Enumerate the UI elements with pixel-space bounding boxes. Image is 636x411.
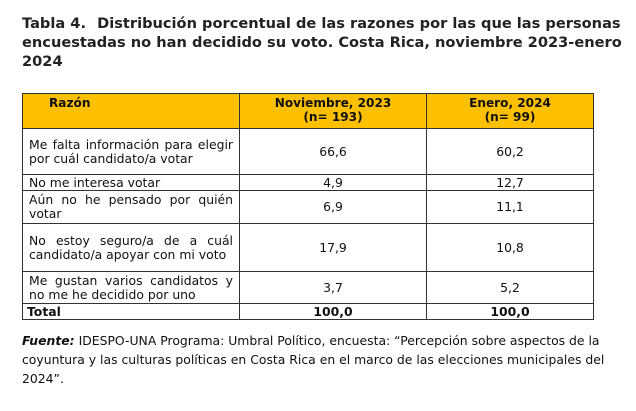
total-label: Total <box>22 303 240 320</box>
total-january-value: 100,0 <box>426 303 594 320</box>
header-january-label: Enero, 2024 <box>469 96 551 110</box>
row-reason: Aún no he pensado por quién votar <box>22 190 240 224</box>
header-reason: Razón <box>22 93 240 129</box>
source-note: Fuente: IDESPO-UNA Programa: Umbral Polí… <box>22 331 612 388</box>
row-reason: Me falta información para elegir por cuá… <box>22 128 240 175</box>
table-title: Tabla 4. Distribución porcentual de las … <box>22 14 622 71</box>
table-row: Me falta información para elegir por cuá… <box>22 128 594 175</box>
table-header-row: Razón Noviembre, 2023 (n= 193) Enero, 20… <box>22 93 594 129</box>
table-number: Tabla 4. <box>22 15 86 32</box>
row-january-value: 60,2 <box>426 128 594 175</box>
table-title-text: Distribución porcentual de las razones p… <box>22 15 622 70</box>
table-row: Aún no he pensado por quién votar 6,9 11… <box>22 190 594 224</box>
header-january-n: (n= 99) <box>484 110 536 124</box>
source-label: Fuente: <box>22 333 75 348</box>
row-january-value: 10,8 <box>426 223 594 272</box>
row-january-value: 12,7 <box>426 174 594 191</box>
total-november-value: 100,0 <box>239 303 427 320</box>
source-text: IDESPO-UNA Programa: Umbral Político, en… <box>22 333 605 386</box>
row-november-value: 6,9 <box>239 190 427 224</box>
row-reason: No me interesa votar <box>22 174 240 191</box>
total-row: Total 100,0 100,0 <box>22 303 594 320</box>
row-reason: Me gustan varios candidatos y no me he d… <box>22 271 240 304</box>
row-november-value: 17,9 <box>239 223 427 272</box>
row-november-value: 3,7 <box>239 271 427 304</box>
header-november-n: (n= 193) <box>303 110 363 124</box>
header-november-label: Noviembre, 2023 <box>274 96 392 110</box>
row-january-value: 5,2 <box>426 271 594 304</box>
header-november: Noviembre, 2023 (n= 193) <box>239 93 427 129</box>
header-january: Enero, 2024 (n= 99) <box>426 93 594 129</box>
row-november-value: 4,9 <box>239 174 427 191</box>
row-january-value: 11,1 <box>426 190 594 224</box>
table-row: Me gustan varios candidatos y no me he d… <box>22 271 594 304</box>
table-row: No estoy seguro/a de a cuál candidato/a … <box>22 223 594 272</box>
row-november-value: 66,6 <box>239 128 427 175</box>
row-reason: No estoy seguro/a de a cuál candidato/a … <box>22 223 240 272</box>
table-row: No me interesa votar 4,9 12,7 <box>22 174 594 191</box>
data-table: Razón Noviembre, 2023 (n= 193) Enero, 20… <box>22 93 594 320</box>
